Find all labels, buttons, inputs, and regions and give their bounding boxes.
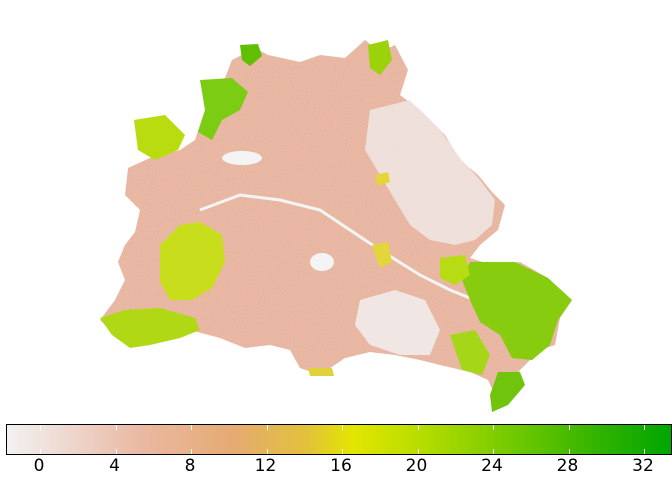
legend-tick-mark bbox=[342, 425, 343, 430]
legend-tick-label: 4 bbox=[109, 456, 120, 476]
southeast-light-area bbox=[355, 290, 440, 355]
east-light-area bbox=[365, 100, 495, 245]
legend-tick-label: 20 bbox=[405, 456, 428, 476]
field-south bbox=[308, 368, 334, 376]
forest-northwest bbox=[198, 78, 248, 140]
legend-tick-mark bbox=[342, 449, 343, 454]
legend-tick-mark bbox=[115, 449, 117, 454]
legend-tick-label: 28 bbox=[556, 456, 579, 476]
legend-tick-mark bbox=[191, 449, 192, 454]
legend-tick-mark bbox=[266, 449, 268, 454]
forest-west-north bbox=[134, 115, 185, 160]
legend-tick-mark bbox=[644, 425, 645, 430]
legend-tick-label: 12 bbox=[254, 456, 277, 476]
forest-south bbox=[450, 330, 490, 375]
legend-tick-mark bbox=[417, 425, 419, 430]
legend-tick-mark bbox=[493, 425, 494, 430]
city-area bbox=[100, 40, 572, 395]
legend-tick-mark bbox=[493, 449, 494, 454]
legend-tick-mark bbox=[417, 449, 419, 454]
berlin-raster-map bbox=[100, 40, 572, 412]
color-scale-bar bbox=[6, 424, 672, 455]
legend-tick-mark bbox=[115, 425, 117, 430]
legend-tick-mark bbox=[191, 425, 192, 430]
field-north bbox=[375, 172, 390, 186]
legend-tick-label: 32 bbox=[632, 456, 654, 476]
river bbox=[199, 193, 476, 302]
legend-tick-mark bbox=[40, 425, 41, 430]
forest-southwest bbox=[100, 308, 200, 348]
legend-tick-mark bbox=[568, 449, 570, 454]
field-center bbox=[372, 242, 392, 268]
forest-east-small bbox=[440, 255, 470, 285]
forest-southeast bbox=[462, 262, 572, 360]
forest-west bbox=[160, 222, 225, 300]
legend-tick-label: 24 bbox=[481, 456, 503, 476]
legend-tick-label: 8 bbox=[184, 456, 196, 476]
legend-tick-mark bbox=[568, 425, 570, 430]
forest-northeast bbox=[368, 40, 392, 75]
legend-tick-mark bbox=[40, 449, 41, 454]
lake bbox=[222, 151, 262, 165]
forest-south-tip bbox=[490, 372, 525, 412]
legend-tick-label: 16 bbox=[330, 456, 352, 476]
forest-north bbox=[240, 44, 262, 66]
legend-tick-mark bbox=[266, 425, 268, 430]
lake bbox=[310, 253, 334, 271]
legend-tick-mark bbox=[644, 449, 645, 454]
legend-tick-label: 0 bbox=[33, 456, 45, 476]
